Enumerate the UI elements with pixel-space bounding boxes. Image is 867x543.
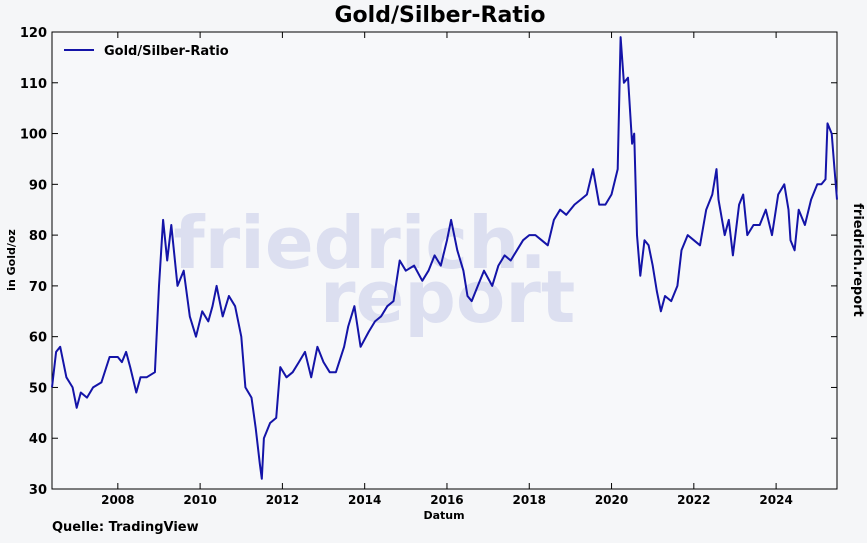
x-tick-label: 2018 — [513, 493, 546, 507]
y-tick-label: 120 — [20, 26, 47, 41]
x-tick-label: 2012 — [266, 493, 299, 507]
data-line — [51, 36, 838, 480]
y-tick-label: 80 — [29, 229, 47, 244]
source: Quelle: TradingView — [52, 520, 199, 535]
x-tick-label: 2014 — [348, 493, 381, 507]
x-tick-label: 2020 — [595, 493, 628, 507]
x-tick-label: 2016 — [430, 493, 463, 507]
y-tick-label: 60 — [29, 331, 47, 346]
x-axis-label: Datum — [423, 509, 464, 522]
y-axis-label: in Gold/oz — [5, 229, 18, 291]
chart-title: Gold/Silber-Ratio — [334, 3, 545, 28]
x-tick-label: 2008 — [101, 493, 134, 507]
x-tick-label: 2022 — [677, 493, 710, 507]
y-tick-label: 100 — [20, 128, 47, 143]
y-tick-label: 40 — [29, 432, 47, 447]
y-tick-label: 30 — [29, 483, 47, 498]
y-tick-label: 110 — [20, 77, 47, 92]
y-tick-label: 70 — [29, 280, 47, 295]
y-tick-label: 90 — [29, 178, 47, 193]
side-label: friedrich.report — [850, 203, 865, 317]
x-tick-label: 2024 — [759, 493, 792, 507]
y-tick-label: 50 — [29, 381, 47, 396]
plot-area — [51, 31, 838, 490]
watermark: report — [320, 255, 575, 339]
x-tick-label: 2010 — [183, 493, 216, 507]
legend-label: Gold/Silber-Ratio — [104, 44, 229, 59]
